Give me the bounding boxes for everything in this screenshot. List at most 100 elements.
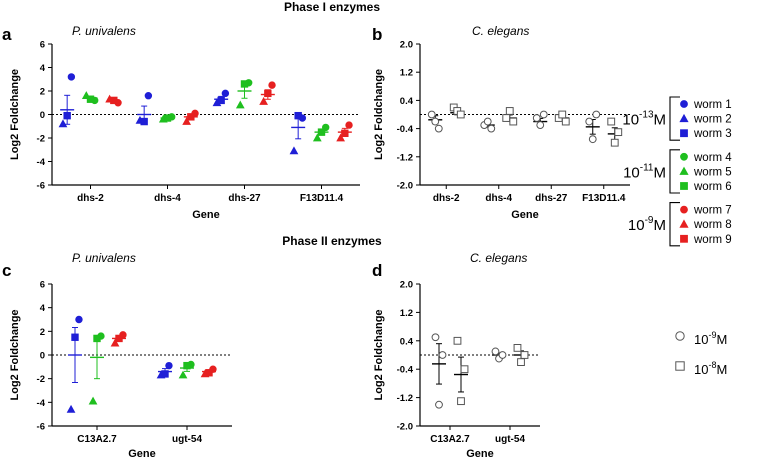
y-tick-label: 2.0 <box>400 40 413 51</box>
panel-title: P. univalens <box>72 24 136 38</box>
x-tick-label: F13D11.4 <box>300 193 344 204</box>
legend-bracket <box>669 202 680 247</box>
legend-marker <box>680 100 688 108</box>
data-point <box>183 361 191 370</box>
data-point <box>539 110 548 119</box>
x-tick-label: dhs-4 <box>485 193 512 204</box>
y-tick-label: 4 <box>40 303 46 314</box>
data-point <box>240 80 249 88</box>
data-point <box>86 95 95 103</box>
data-point <box>187 113 195 121</box>
legend-label: 10-8M <box>694 360 727 377</box>
data-point <box>67 73 76 81</box>
data-point <box>460 365 469 374</box>
y-tick-label: 0.4 <box>400 96 414 107</box>
data-point <box>110 96 118 105</box>
phase2-title: Phase II enzymes <box>282 234 382 248</box>
data-point <box>483 117 492 126</box>
x-tick-label: dhs-2 <box>433 193 460 204</box>
x-tick-label: dhs-4 <box>154 193 181 204</box>
data-point <box>434 124 443 133</box>
legend-marker <box>680 152 688 161</box>
data-point <box>58 119 68 128</box>
y-tick-label: 6 <box>40 40 45 51</box>
data-point <box>435 400 443 409</box>
legend-label: 10-9M <box>694 330 727 347</box>
data-point <box>561 117 570 126</box>
x-tick-label: C13A2.7 <box>77 434 117 445</box>
x-axis-label: Gene <box>128 448 156 460</box>
legend-label: worm 8 <box>693 219 732 231</box>
legend-marker <box>679 166 689 175</box>
legend-marker <box>679 219 689 228</box>
y-axis-label: Log2 Foldchange <box>9 69 21 160</box>
panel-letter: c <box>2 261 11 280</box>
legend-label: worm 9 <box>693 234 732 246</box>
y-tick-label: -2 <box>37 374 45 385</box>
y-tick-label: -0.4 <box>397 365 414 376</box>
data-point <box>558 110 567 119</box>
phase1-title: Phase I enzymes <box>284 0 380 14</box>
data-point <box>93 334 101 343</box>
y-tick-label: 4 <box>40 63 46 74</box>
x-tick-label: C13A2.7 <box>430 434 470 445</box>
data-point <box>427 110 436 119</box>
legend-marker <box>679 113 689 123</box>
y-tick-label: -4 <box>37 157 46 168</box>
y-tick-label: -6 <box>37 181 45 192</box>
y-tick-label: -1.2 <box>397 393 413 404</box>
y-tick-label: -2.0 <box>397 181 413 192</box>
panel-c: c P. univalens -6 -4 -2 0 2 4 6 Log2 Foldchange C1… <box>2 251 232 460</box>
data-point <box>509 117 518 126</box>
legend-label: worm 3 <box>693 128 732 140</box>
data-point <box>341 129 349 138</box>
legend-bracket <box>669 149 680 194</box>
data-point <box>163 114 172 122</box>
panel-letter: d <box>372 261 382 280</box>
data-point <box>498 351 507 359</box>
x-axis-label: Gene <box>192 209 220 221</box>
y-axis-label: Log2 Foldchange <box>373 69 385 160</box>
y-tick-label: 6 <box>40 280 45 291</box>
data-point <box>264 89 272 98</box>
legend-label: worm 7 <box>693 205 732 217</box>
y-tick-label: 2 <box>40 327 45 338</box>
legend-group-label: 10-9M <box>628 215 666 234</box>
data-point <box>513 344 522 352</box>
data-point <box>63 111 71 120</box>
data-point <box>592 110 601 119</box>
y-tick-label: 0 <box>40 351 45 362</box>
legend-label: worm 2 <box>693 114 732 126</box>
data-point <box>221 89 230 98</box>
data-point <box>144 92 153 100</box>
y-tick-label: -6 <box>37 422 45 433</box>
data-point <box>115 334 123 343</box>
data-point <box>502 114 511 122</box>
data-point <box>289 146 299 155</box>
legend-group-label: 10-11M <box>623 162 666 181</box>
data-point <box>294 111 302 120</box>
data-point <box>140 117 148 126</box>
data-point <box>165 361 173 370</box>
panel-letter: b <box>372 25 382 44</box>
data-point <box>259 97 269 105</box>
panel-title: P. univalens <box>72 251 136 265</box>
panel-a: a P. univalens -6 -4 -2 0 2 4 6 Log2 Foldchange dh… <box>2 24 360 221</box>
panel-letter: a <box>2 25 12 44</box>
data-point <box>456 110 465 119</box>
y-axis-label: Log2 Foldchange <box>373 309 385 400</box>
y-tick-label: -0.4 <box>397 124 414 135</box>
panel-d: d C. elegans -2.0 -1.2 -0.4 0.4 1.2 2.0 Log2 Fol… <box>372 251 540 460</box>
data-point <box>520 351 529 359</box>
x-tick-label: dhs-2 <box>77 193 104 204</box>
legend-concentration: 10-9M 10-8M <box>675 330 727 377</box>
legend-marker <box>680 129 688 138</box>
data-point <box>345 121 353 129</box>
legend-marker <box>675 361 685 371</box>
data-point <box>610 138 619 147</box>
legend-marker <box>680 182 688 190</box>
data-point <box>317 128 326 136</box>
data-point <box>71 333 79 341</box>
data-point <box>505 107 514 115</box>
